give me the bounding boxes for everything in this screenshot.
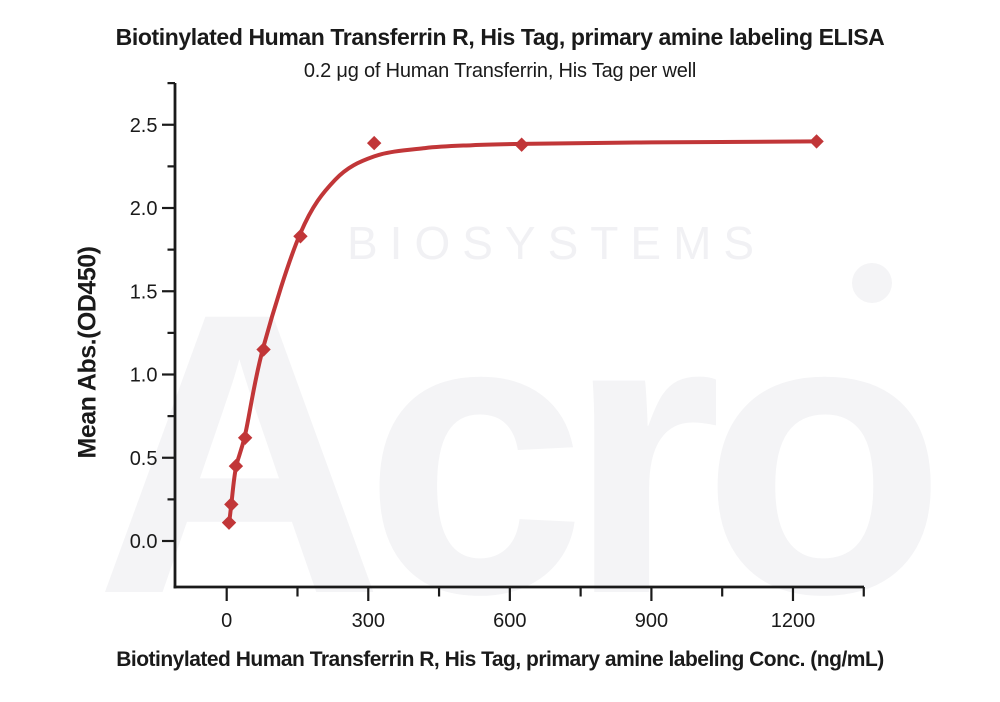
watermark-degree-dot-icon <box>852 263 892 303</box>
x-tick-label: 300 <box>352 610 385 632</box>
data-point-diamond <box>514 137 529 152</box>
data-point-diamond <box>809 134 824 149</box>
x-tick-label: 900 <box>635 610 668 632</box>
data-series <box>221 134 824 530</box>
data-point-diamond <box>366 135 382 151</box>
y-axis-title: Mean Abs.(OD450) <box>73 246 102 459</box>
data-point-diamond <box>224 497 239 512</box>
tick-labels: 0.0 0.5 1.0 1.5 2.0 2.5 0 300 600 900 1200 <box>130 115 816 632</box>
chart-title: Biotinylated Human Transferrin R, His Ta… <box>115 24 885 50</box>
y-tick-label: 2.0 <box>130 198 158 220</box>
data-point-diamond <box>237 430 253 445</box>
y-tick-label: 0.5 <box>130 448 158 470</box>
watermark-biosystems-text: BIOSYSTEMS <box>347 217 766 269</box>
y-tick-label: 0.0 <box>130 531 158 553</box>
x-tick-label: 600 <box>493 610 526 632</box>
chart-subtitle: 0.2 μg of Human Transferrin, His Tag per… <box>303 60 697 82</box>
x-tick-label: 0 <box>221 610 232 632</box>
y-tick-label: 2.5 <box>130 115 158 137</box>
x-tick-label: 1200 <box>771 610 816 632</box>
axis-ticks <box>162 82 865 601</box>
x-axis-title: Biotinylated Human Transferrin R, His Ta… <box>116 648 884 671</box>
data-point-diamond <box>293 229 308 244</box>
y-tick-label: 1.0 <box>130 365 158 387</box>
y-tick-label: 1.5 <box>130 281 158 303</box>
data-point-diamond <box>221 515 237 530</box>
data-point-diamond <box>256 342 271 357</box>
data-point-diamond <box>228 458 244 474</box>
